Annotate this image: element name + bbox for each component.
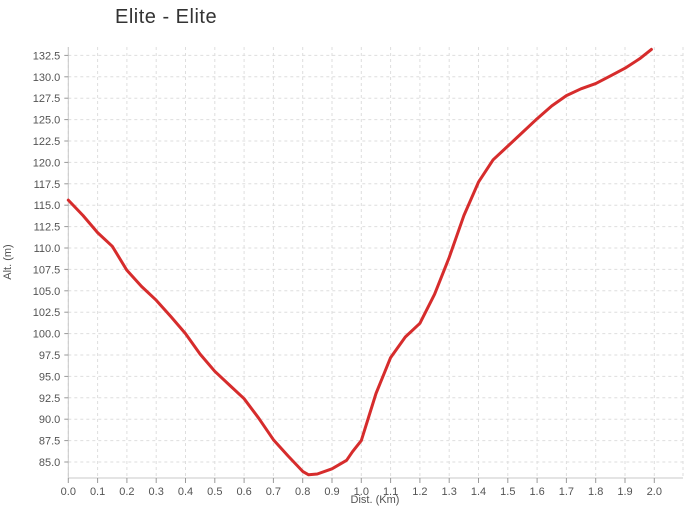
x-tick-label: 1.0: [354, 486, 369, 498]
x-tick-label: 1.6: [529, 486, 544, 498]
chart-title: Elite - Elite: [115, 6, 218, 28]
y-tick-label: 112.5: [34, 222, 61, 234]
x-tick-label: 1.9: [617, 486, 632, 498]
x-axis-title: Dist. (Km): [350, 494, 400, 506]
y-tick-label: 90.0: [39, 414, 60, 426]
x-tick-label: 0.2: [119, 486, 134, 498]
x-tick-label: 1.7: [559, 486, 574, 498]
y-tick-label: 92.5: [39, 393, 60, 405]
x-tick-label: 0.4: [178, 486, 193, 498]
x-tick-label: 0.0: [61, 486, 76, 498]
y-tick-label: 100.0: [33, 329, 61, 341]
y-tick-label: 120.0: [33, 157, 61, 169]
x-tick-label: 1.3: [442, 486, 457, 498]
y-tick-label: 110.0: [34, 243, 61, 255]
x-tick-label: 0.3: [149, 486, 164, 498]
elevation-line: [66, 47, 653, 477]
y-tick-label: 132.5: [33, 50, 61, 62]
y-tick-label: 117.5: [34, 179, 61, 191]
y-tick-label: 122.5: [33, 136, 61, 148]
y-tick-label: 127.5: [33, 93, 61, 105]
y-tick-label: 130.0: [33, 72, 61, 84]
x-tick-label: 1.1: [383, 486, 398, 498]
y-tick-label: 107.5: [33, 264, 61, 276]
x-tick-label: 1.5: [500, 486, 515, 498]
y-tick-label: 125.0: [33, 115, 61, 127]
x-tick-label: 0.7: [266, 486, 281, 498]
x-tick-label: 2.0: [647, 486, 662, 498]
y-tick-label: 97.5: [39, 350, 60, 362]
x-tick-label: 0.5: [207, 486, 222, 498]
x-tick-label: 0.1: [90, 486, 105, 498]
x-tick-label: 1.8: [588, 486, 603, 498]
y-tick-label: 102.5: [33, 307, 61, 319]
y-tick-label: 85.0: [39, 457, 60, 469]
x-tick-label: 0.6: [236, 486, 251, 498]
x-tick-label: 0.8: [295, 486, 310, 498]
y-tick-label: 115.0: [34, 200, 61, 212]
y-tick-label: 87.5: [39, 436, 60, 448]
y-tick-label: 105.0: [33, 286, 61, 298]
x-tick-label: 1.2: [412, 486, 427, 498]
x-tick-label: 0.9: [324, 486, 339, 498]
x-tick-label: 1.4: [471, 486, 486, 498]
y-tick-label: 95.0: [39, 371, 60, 383]
y-axis-title: Alt. (m): [2, 244, 14, 280]
